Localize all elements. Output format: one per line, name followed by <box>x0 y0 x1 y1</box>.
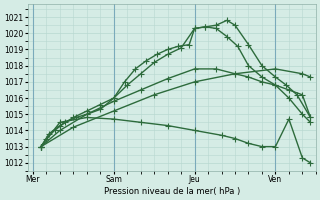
X-axis label: Pression niveau de la mer( hPa ): Pression niveau de la mer( hPa ) <box>104 187 240 196</box>
